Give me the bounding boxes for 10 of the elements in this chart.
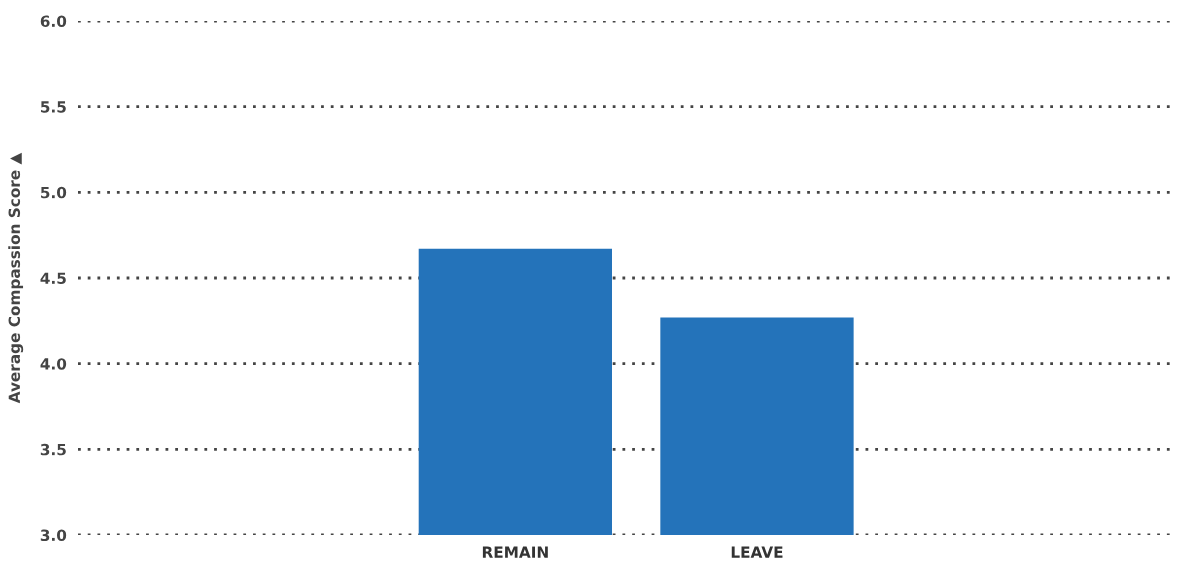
y-tick-label: 4.0 xyxy=(40,358,67,370)
y-tick-label: 4.5 xyxy=(40,272,66,285)
y-tick-label: 3.5 xyxy=(40,443,66,456)
x-tick-label: LEAVE xyxy=(731,546,783,558)
y-tick-label: 3.0 xyxy=(40,529,67,542)
y-axis-title: Average Compassion Score ▲ xyxy=(8,152,24,404)
x-tick-label: REMAIN xyxy=(482,546,548,558)
y-tick-label: 5.0 xyxy=(41,186,67,199)
y-tick-label: 6.0 xyxy=(40,15,67,28)
y-tick-label: 5.5 xyxy=(41,101,66,113)
